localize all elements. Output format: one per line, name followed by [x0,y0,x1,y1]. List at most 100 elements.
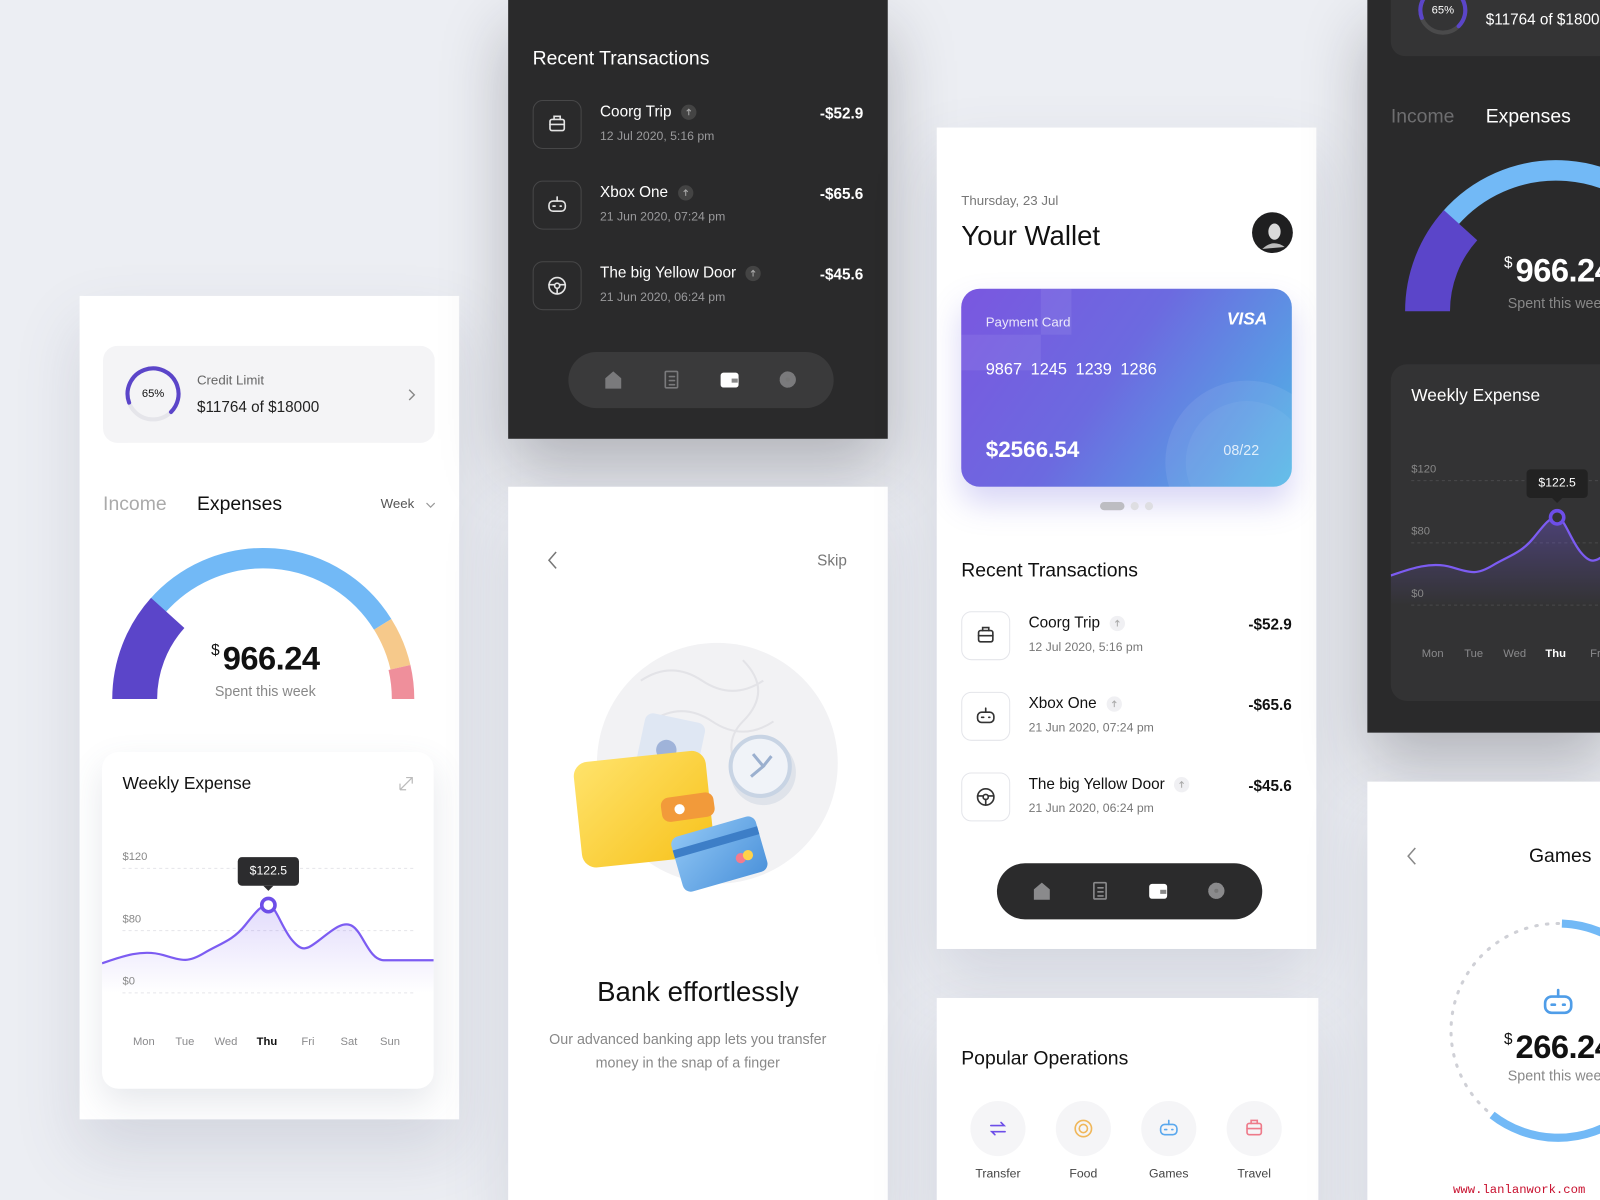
operation-label[interactable]: Food [1069,1166,1098,1181]
card-decoration [961,288,1292,487]
card-shape [1185,401,1292,487]
badge-arrow [686,108,692,115]
day-label: Sun [379,1035,400,1048]
operation-label[interactable]: Travel [1237,1166,1271,1181]
transaction-icon [532,261,582,311]
transaction-amount: -$45.6 [819,266,864,284]
day-label: Sat [340,1035,358,1048]
icon-part [549,115,566,126]
icon-part [977,626,994,637]
game-icon [548,196,567,213]
icon-part [1160,889,1167,894]
game-icon [976,707,995,724]
icon-part [989,1121,1007,1136]
transaction-date: 12 Jul 2020, 5:16 pm [1028,639,1143,655]
operation-button [1055,1101,1111,1157]
credit-ring [125,366,181,422]
badge-arrow [683,188,688,196]
card-pager [1099,502,1154,511]
transaction-head: The big Yellow Door [1029,776,1191,794]
pager-active [1099,502,1125,511]
transaction-icon [961,772,1011,822]
currency-sign: $ [1503,254,1513,272]
illustration-coin [728,734,792,798]
expense-gauge [112,548,415,700]
illustration-card-dot [742,849,754,861]
icon-part [731,378,738,383]
peak-dot [1548,508,1566,526]
expenses-screen: 65% Credit Limit $11764 of $18000 Income Exp… [79,295,460,1120]
wallet-icon [1149,883,1168,899]
payment-card: Payment Card VISA 9867 1245 1239 1286 $2566.54… [961,288,1292,487]
card-shape [1165,380,1292,487]
tooltip-tail [1552,497,1563,504]
nav-bar [996,863,1263,920]
watermark: www.lanlanwork.com [1453,1182,1586,1197]
day-label: Fri [1590,647,1600,661]
tab-expenses[interactable]: Expenses [196,493,283,516]
spent-caption: Spent this week [1507,294,1600,312]
icon-part [552,196,563,207]
y-tick-label: $120 [122,851,148,864]
operations-screen: Popular Operations Transfer Food Games Trave… [936,997,1319,1200]
tooltip-box [1526,469,1588,498]
avatar-body [1262,243,1285,249]
game-icon [1543,988,1573,1015]
transfer-icon [989,1121,1007,1136]
operation-label[interactable]: Transfer [975,1166,1021,1181]
operation-label[interactable]: Games [1149,1166,1189,1181]
area-fill [1390,517,1600,606]
badge-arrow [751,269,756,277]
bag-icon [1246,1119,1263,1136]
gear-icon [1208,882,1225,899]
weekly-card: Weekly Expense $120 $80 $0 $122.5 Mon Tue Wed Th… [1390,364,1600,702]
status-badge [1174,776,1190,792]
transaction-date: 21 Jun 2020, 07:24 pm [1028,720,1154,735]
period-select[interactable]: Week [380,495,415,512]
icon-part [980,707,991,719]
day-label: Mon [132,1035,155,1048]
tab-expenses[interactable]: Expenses [1485,106,1571,128]
credit-percent: 65% [141,387,165,400]
y-tick-label: $80 [122,913,142,926]
onboarding-screen: Skip Bank effortlessly Our advanced bankin… [508,486,888,1200]
tab-income[interactable]: Income [103,493,167,516]
skip-button[interactable]: Skip [817,552,847,570]
currency-sign: $ [1503,1030,1513,1048]
wheel-icon [548,276,567,295]
card-number-group: 1239 [1075,361,1112,379]
transaction-icon [961,691,1011,741]
wallet-date: Thursday, 23 Jul [961,192,1059,209]
icon-part [785,377,790,382]
card-label: Payment Card [985,314,1071,330]
transactions-screen: Recent Transactions Coorg Trip 12 Jul 2020… [508,0,888,439]
section-title: Recent Transactions [532,47,710,70]
weekly-title: Weekly Expense [122,773,252,793]
transaction-amount: -$52.9 [819,105,864,123]
wallet-icon [720,372,739,388]
chevron-path [426,502,436,509]
game-icon [1159,1119,1178,1136]
period-chevron [426,502,436,509]
credit-percent: 65% [1431,4,1455,17]
doc-icon [1093,881,1107,900]
ring-progress [125,366,181,422]
status-badge [681,104,697,120]
back-button [547,551,557,569]
card-shape [1040,288,1072,335]
section-title: Popular Operations [961,1047,1129,1070]
y-tick-label: $0 [1411,587,1424,600]
credit-box[interactable]: 65% Credit Limit $11764 of $18000 [103,345,435,443]
weekly-title: Weekly Expense [1411,385,1541,406]
card-number-group: 9867 [985,361,1023,379]
transaction-name: Coorg Trip [599,103,672,121]
peak-dot [259,896,277,914]
back-button [1407,847,1416,865]
wheel-icon [976,787,995,806]
nav-icons [1033,881,1225,900]
transaction-icon [532,99,582,149]
tab-income[interactable]: Income [1390,106,1455,128]
transaction-amount: -$65.6 [819,185,864,204]
